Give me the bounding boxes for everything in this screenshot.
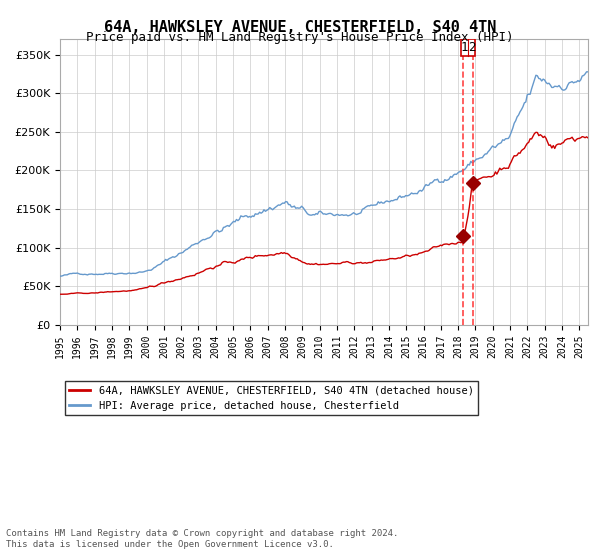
- Text: 2: 2: [468, 41, 475, 54]
- Text: 1: 1: [460, 41, 468, 54]
- Text: 64A, HAWKSLEY AVENUE, CHESTERFIELD, S40 4TN: 64A, HAWKSLEY AVENUE, CHESTERFIELD, S40 …: [104, 20, 496, 35]
- Bar: [461, 39, 475, 56]
- Legend: 64A, HAWKSLEY AVENUE, CHESTERFIELD, S40 4TN (detached house), HPI: Average price: 64A, HAWKSLEY AVENUE, CHESTERFIELD, S40 …: [65, 381, 478, 415]
- Text: Price paid vs. HM Land Registry's House Price Index (HPI): Price paid vs. HM Land Registry's House …: [86, 31, 514, 44]
- Text: Contains HM Land Registry data © Crown copyright and database right 2024.
This d: Contains HM Land Registry data © Crown c…: [6, 529, 398, 549]
